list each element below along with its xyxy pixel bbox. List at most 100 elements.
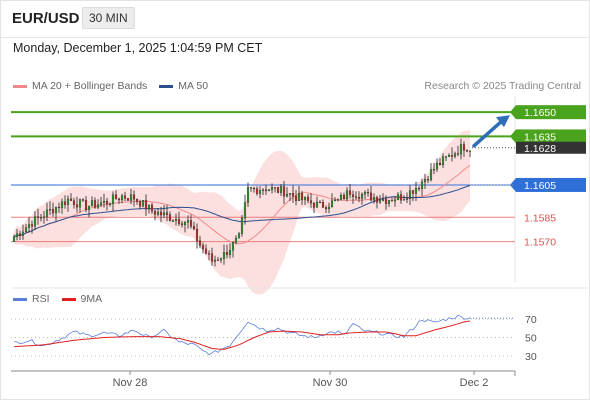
candle-body (264, 189, 268, 192)
candle-body (240, 217, 244, 234)
candle-body (216, 259, 220, 261)
candle-body (39, 217, 43, 219)
level-tag-1.1635 (516, 129, 586, 144)
candle-body (102, 200, 106, 203)
candle-body (285, 193, 289, 197)
candle-body (420, 181, 424, 189)
candle-body (408, 190, 412, 200)
candle-body (381, 198, 385, 201)
candle-body (261, 189, 265, 191)
x-tick-label-1: Nov 30 (313, 377, 348, 389)
candle-body (30, 224, 34, 227)
candle-body (312, 202, 316, 208)
candle-body (75, 204, 79, 208)
ma50-legend-label: MA 50 (178, 80, 209, 92)
candle-body (225, 251, 229, 255)
candle-body (411, 190, 415, 194)
candle-body (348, 190, 352, 195)
candle-body (309, 200, 313, 204)
candle-body (153, 210, 157, 215)
candle-body (189, 220, 193, 227)
candle-body (369, 192, 373, 201)
candle-body (306, 196, 310, 201)
candle-body (186, 220, 190, 223)
candle-body (129, 194, 133, 201)
candle-body (84, 200, 88, 210)
candle-body (330, 200, 334, 208)
x-tick-label-2: Dec 2 (460, 377, 489, 389)
current-price-label: 1.1628 (524, 143, 556, 155)
candle-body (315, 201, 319, 208)
level-label-1.1570: 1.1570 (524, 237, 556, 249)
candle-body (342, 194, 346, 200)
candle-body (249, 187, 253, 189)
candle-body (267, 189, 271, 192)
candle-body (327, 206, 331, 210)
level-tag-pointer-1.1650 (510, 105, 516, 120)
candle-body (252, 188, 256, 190)
candle-body (120, 195, 124, 201)
ma20-legend-label: MA 20 + Bollinger Bands (32, 80, 148, 92)
rsi-tick-30: 30 (525, 351, 537, 363)
candle-body (105, 200, 109, 204)
candle-body (291, 193, 295, 197)
candle-body (204, 248, 208, 254)
candle-body (117, 198, 121, 201)
rsi-swatch (13, 297, 27, 301)
candle-body (207, 253, 211, 255)
x-tick-label-0: Nov 28 (113, 377, 148, 389)
candle-body (213, 259, 217, 262)
candle-body (99, 202, 103, 205)
candle-body (108, 203, 112, 205)
candle-body (219, 258, 223, 261)
ma9-legend-label: 9MA (80, 293, 103, 305)
candle-body (192, 226, 196, 230)
candle-body (339, 194, 343, 200)
rsi-tick-70: 70 (525, 314, 537, 326)
candle-body (372, 197, 376, 201)
candle-body (423, 179, 427, 183)
candle-body (147, 204, 151, 210)
candle-body (42, 216, 46, 218)
candle-body (27, 224, 31, 228)
candle-body (12, 236, 16, 242)
rsi-tick-50: 50 (525, 333, 537, 345)
candle-body (15, 233, 19, 237)
candle-body (51, 209, 55, 214)
candle-body (114, 194, 118, 200)
candle-body (231, 242, 235, 251)
candle-body (354, 196, 358, 198)
candle-body (378, 200, 382, 203)
candle-body (447, 154, 451, 157)
rsi-series-RSI (13, 314, 471, 356)
candle-body (132, 194, 136, 200)
candle-body (456, 153, 460, 155)
candle-body (243, 202, 247, 219)
timeframe-badge[interactable]: 30 MIN (82, 7, 135, 29)
candle-body (255, 188, 259, 194)
candle-body (444, 156, 448, 158)
candle-body (195, 228, 199, 241)
candle-body (459, 144, 463, 155)
level-tag-1.1650 (516, 105, 586, 120)
candle-body (318, 201, 322, 204)
candle-body (303, 196, 307, 201)
candle-body (360, 194, 364, 199)
candle-body (180, 223, 184, 226)
candle-body (78, 199, 82, 208)
candle-body (138, 201, 142, 207)
candle-body (156, 211, 160, 215)
candle-body (234, 237, 238, 243)
candle-body (48, 209, 52, 211)
candle-body (144, 200, 148, 210)
candle-body (450, 154, 454, 157)
candle-body (111, 194, 115, 204)
candle-body (165, 212, 169, 215)
candle-body (198, 240, 202, 246)
candle-body (429, 169, 433, 181)
candle-body (399, 194, 403, 201)
candle-body (300, 193, 304, 201)
candle-body (222, 251, 226, 259)
candle-body (81, 199, 85, 201)
